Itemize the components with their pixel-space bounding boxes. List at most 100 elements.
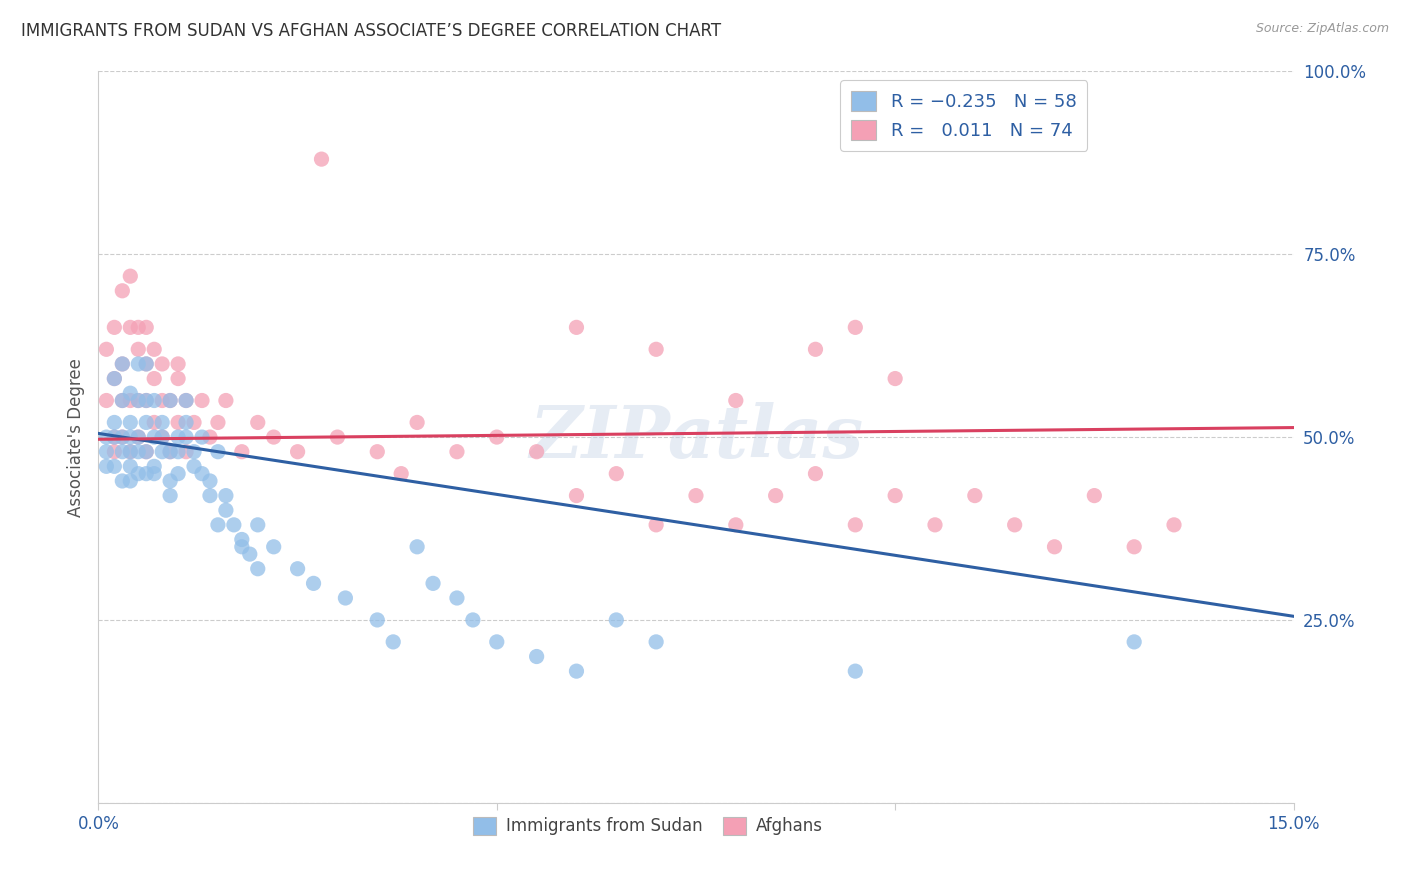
Point xyxy=(263,430,285,444)
Point xyxy=(135,320,157,334)
Point xyxy=(120,416,142,430)
Point xyxy=(605,467,627,481)
Point xyxy=(167,467,190,481)
Point xyxy=(135,467,157,481)
Point xyxy=(103,430,125,444)
Point xyxy=(844,664,866,678)
Point xyxy=(207,416,229,430)
Point xyxy=(127,320,149,334)
Point xyxy=(406,540,429,554)
Point xyxy=(461,613,484,627)
Point xyxy=(239,547,262,561)
Point xyxy=(446,591,468,605)
Point xyxy=(174,430,197,444)
Point xyxy=(135,444,157,458)
Point xyxy=(645,517,668,532)
Point xyxy=(287,444,309,458)
Point xyxy=(207,517,229,532)
Point xyxy=(366,613,388,627)
Point xyxy=(111,474,134,488)
Point xyxy=(765,489,787,503)
Point xyxy=(120,393,142,408)
Y-axis label: Associate's Degree: Associate's Degree xyxy=(66,358,84,516)
Point xyxy=(884,371,907,385)
Point xyxy=(222,517,245,532)
Point xyxy=(231,533,253,547)
Point xyxy=(335,591,357,605)
Point xyxy=(605,613,627,627)
Point xyxy=(127,444,149,458)
Point xyxy=(198,474,221,488)
Point xyxy=(159,393,181,408)
Point xyxy=(120,459,142,474)
Point xyxy=(526,444,548,458)
Point xyxy=(685,489,707,503)
Point xyxy=(183,459,205,474)
Point xyxy=(231,444,253,458)
Point xyxy=(174,416,197,430)
Point xyxy=(526,649,548,664)
Point xyxy=(231,540,253,554)
Point xyxy=(111,393,134,408)
Point xyxy=(1163,517,1185,532)
Point xyxy=(135,416,157,430)
Point xyxy=(96,343,118,357)
Point xyxy=(565,320,588,334)
Point xyxy=(565,489,588,503)
Point xyxy=(1004,517,1026,532)
Point xyxy=(111,430,134,444)
Point xyxy=(311,152,333,166)
Point xyxy=(96,459,118,474)
Point xyxy=(246,562,269,576)
Point xyxy=(191,393,214,408)
Point xyxy=(103,416,125,430)
Point xyxy=(174,393,197,408)
Point xyxy=(1083,489,1105,503)
Point xyxy=(302,576,325,591)
Point xyxy=(159,444,181,458)
Point xyxy=(191,467,214,481)
Point xyxy=(103,320,125,334)
Point xyxy=(183,416,205,430)
Point xyxy=(127,393,149,408)
Point xyxy=(485,635,508,649)
Point xyxy=(143,416,166,430)
Point xyxy=(804,467,827,481)
Legend: Immigrants from Sudan, Afghans: Immigrants from Sudan, Afghans xyxy=(467,810,830,842)
Point xyxy=(389,467,412,481)
Point xyxy=(884,489,907,503)
Point xyxy=(724,517,747,532)
Point xyxy=(96,393,118,408)
Point xyxy=(263,540,285,554)
Point xyxy=(135,393,157,408)
Point xyxy=(804,343,827,357)
Point xyxy=(246,517,269,532)
Point xyxy=(326,430,349,444)
Point xyxy=(143,393,166,408)
Point xyxy=(127,467,149,481)
Point xyxy=(111,393,134,408)
Point xyxy=(120,430,142,444)
Point xyxy=(127,430,149,444)
Point xyxy=(198,489,221,503)
Point xyxy=(207,444,229,458)
Point xyxy=(167,430,190,444)
Point xyxy=(159,474,181,488)
Point xyxy=(406,416,429,430)
Point xyxy=(120,444,142,458)
Point xyxy=(287,562,309,576)
Point xyxy=(1123,635,1146,649)
Point xyxy=(96,430,118,444)
Point xyxy=(485,430,508,444)
Point xyxy=(159,489,181,503)
Point xyxy=(135,357,157,371)
Point xyxy=(174,393,197,408)
Point xyxy=(645,343,668,357)
Point xyxy=(150,430,173,444)
Point xyxy=(422,576,444,591)
Point xyxy=(143,371,166,385)
Point xyxy=(167,416,190,430)
Point xyxy=(446,444,468,458)
Point xyxy=(127,357,149,371)
Point xyxy=(103,371,125,385)
